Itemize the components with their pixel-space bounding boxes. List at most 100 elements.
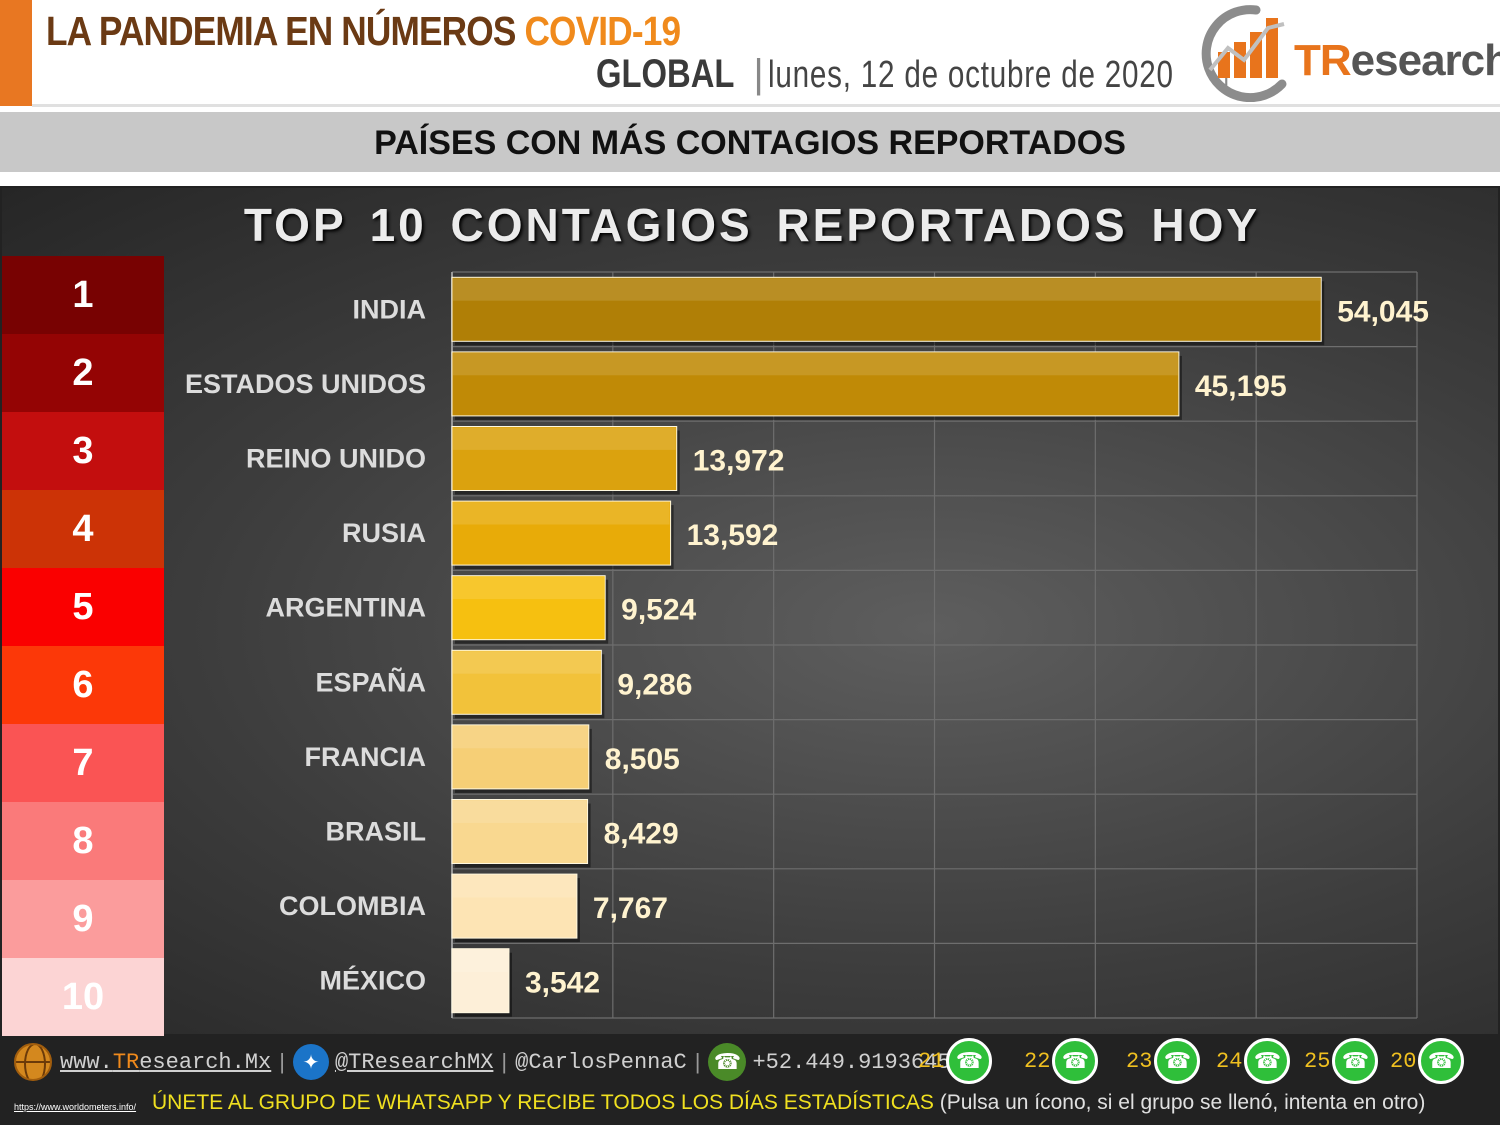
rank-cell: 2	[2, 334, 164, 412]
category-label: ESPAÑA	[315, 666, 426, 697]
whatsapp-group-button[interactable]: 21 ☎	[918, 1036, 993, 1086]
category-label: COLOMBIA	[279, 891, 426, 921]
logo-tr: TR	[1294, 36, 1352, 85]
whatsapp-icon[interactable]: ☎	[1154, 1038, 1201, 1084]
whatsapp-group-number: 22	[1024, 1048, 1051, 1074]
value-label: 3,542	[525, 967, 600, 1000]
category-label: BRASIL	[326, 817, 427, 847]
logo-wordmark: TResearch	[1294, 36, 1500, 86]
rank-cell: 3	[2, 412, 164, 490]
value-label: 13,592	[687, 519, 779, 552]
website-rest: esearch.Mx	[139, 1049, 272, 1075]
bar-highlight	[453, 278, 1321, 301]
value-label: 9,524	[621, 594, 696, 627]
rank-column: 1 2 3 4 5 6 7 8 9 10	[2, 256, 164, 1036]
section-title: PAÍSES CON MÁS CONTAGIOS REPORTADOS	[374, 124, 1126, 162]
value-label: 9,286	[617, 668, 692, 701]
category-label: REINO UNIDO	[246, 444, 426, 474]
personal-handle: @CarlosPennaC	[515, 1049, 687, 1075]
scope-label: GLOBAL	[596, 52, 735, 96]
subtitle: GLOBAL | lunes, 12 de octubre de 2020 |	[596, 52, 1230, 97]
rank-cell: 4	[2, 490, 164, 568]
title-accent: COVID-19	[524, 8, 681, 54]
whatsapp-icon[interactable]: ☎	[1418, 1038, 1465, 1084]
bar-highlight	[453, 427, 676, 450]
title-text: LA PANDEMIA EN NÚMEROS	[46, 8, 516, 54]
category-label: FRANCIA	[305, 742, 427, 772]
whatsapp-group-button[interactable]: 23 ☎	[1126, 1036, 1201, 1086]
whatsapp-group-number: 20	[1390, 1048, 1417, 1074]
header-rule	[32, 104, 1500, 107]
rank-cell: 8	[2, 802, 164, 880]
bar-rusia	[451, 500, 672, 566]
chart-title: TOP 10 CONTAGIOS REPORTADOS HOY	[243, 199, 1261, 251]
logo-rest: esearch	[1350, 36, 1500, 85]
value-label: 7,767	[593, 892, 668, 925]
page-title: LA PANDEMIA EN NÚMEROS COVID-19	[46, 8, 681, 55]
bar-highlight	[453, 800, 587, 823]
bar-india	[451, 276, 1322, 342]
bar-méxico	[451, 948, 510, 1014]
whatsapp-group-number: 21	[918, 1048, 945, 1074]
accent-bar	[0, 0, 32, 106]
twitter-link[interactable]: @TResearchMX	[334, 1049, 494, 1075]
logo-mark-icon	[1201, 5, 1287, 103]
twitter-icon: ✦	[292, 1044, 329, 1080]
section-band: PAÍSES CON MÁS CONTAGIOS REPORTADOS	[0, 112, 1500, 172]
website-prefix: www.	[60, 1049, 113, 1075]
bar-highlight	[453, 352, 1178, 376]
globe-icon	[14, 1043, 52, 1081]
phone-number: +52.449.9193645	[752, 1049, 951, 1075]
value-label: 8,505	[605, 743, 680, 776]
rank-cell: 5	[2, 568, 164, 646]
whatsapp-icon[interactable]: ☎	[1332, 1038, 1379, 1084]
rank-cell: 10	[2, 958, 164, 1036]
bar-highlight	[453, 502, 670, 525]
bar-españa	[451, 649, 602, 715]
whatsapp-group-number: 23	[1126, 1048, 1153, 1074]
whatsapp-group-button[interactable]: 24 ☎	[1216, 1036, 1291, 1086]
bar-francia	[451, 724, 590, 790]
category-label: ESTADOS UNIDOS	[185, 369, 426, 399]
call-to-action: ÚNETE AL GRUPO DE WHATSAPP Y RECIBE TODO…	[152, 1091, 1425, 1115]
divider: |	[501, 1049, 508, 1074]
divider: |	[694, 1049, 701, 1074]
divider: |	[753, 52, 764, 96]
bar-colombia	[451, 873, 578, 939]
whatsapp-icon[interactable]: ☎	[1244, 1038, 1291, 1084]
rank-cell: 9	[2, 880, 164, 958]
cta-subtext: (Pulsa un ícono, si el grupo se llenó, i…	[939, 1091, 1426, 1114]
bar-highlight	[453, 875, 576, 898]
value-label: 54,045	[1337, 295, 1429, 328]
date-label: lunes, 12 de octubre de 2020	[768, 54, 1174, 96]
whatsapp-group-button[interactable]: 22 ☎	[1024, 1036, 1099, 1086]
source-link[interactable]: https://www.worldometers.info/	[14, 1102, 137, 1112]
rank-cell: 7	[2, 724, 164, 802]
bar-argentina	[451, 575, 606, 641]
divider: |	[279, 1049, 285, 1074]
bars	[451, 276, 1325, 1017]
whatsapp-group-button[interactable]: 25 ☎	[1304, 1036, 1379, 1086]
value-label: 45,195	[1195, 370, 1287, 403]
bar-brasil	[451, 799, 589, 864]
bar-highlight	[453, 725, 588, 749]
contact-line: www.TResearch.Mx | ✦ @TResearchMX | @Car…	[14, 1042, 972, 1082]
labels: INDIA 54,045 ESTADOS UNIDOS 45,195 REINO UNI…	[185, 294, 1429, 999]
whatsapp-group-number: 25	[1304, 1048, 1331, 1074]
website-link[interactable]: www.TResearch.Mx	[60, 1050, 271, 1075]
bar-highlight	[453, 576, 605, 600]
cta-text: ÚNETE AL GRUPO DE WHATSAPP Y RECIBE TODO…	[152, 1091, 934, 1114]
bar-reino-unido	[451, 426, 678, 491]
rank-cell: 1	[2, 256, 164, 334]
whatsapp-group-button[interactable]: 20 ☎	[1390, 1036, 1465, 1086]
rank-cell: 6	[2, 646, 164, 724]
value-label: 13,972	[693, 445, 785, 478]
tresearch-logo: TResearch	[1196, 4, 1500, 103]
whatsapp-group-number: 24	[1216, 1048, 1243, 1074]
whatsapp-icon[interactable]: ☎	[946, 1038, 993, 1084]
whatsapp-icon[interactable]: ☎	[1052, 1038, 1099, 1084]
category-label: ARGENTINA	[266, 593, 427, 623]
value-label: 8,429	[604, 818, 679, 851]
